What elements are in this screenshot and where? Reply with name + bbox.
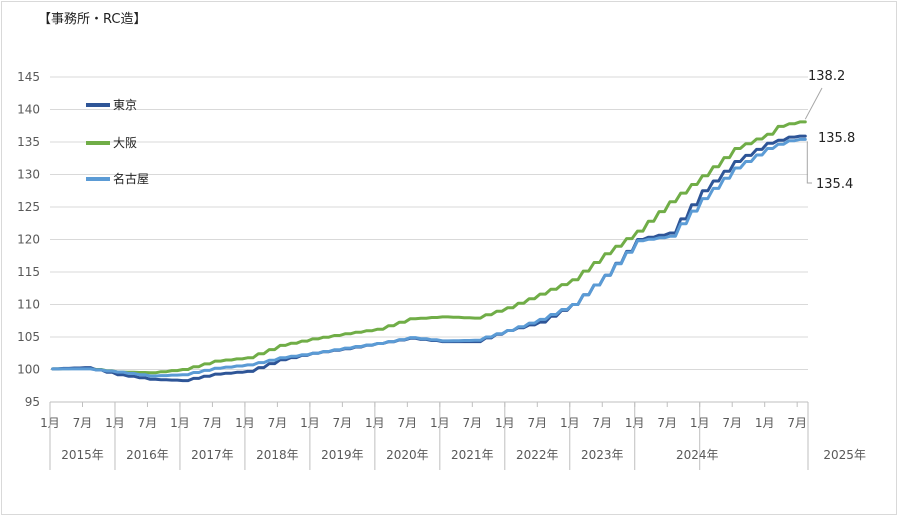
- series-line-tokyo: [51, 134, 807, 383]
- x-month-label: 7月: [462, 416, 482, 430]
- x-year-label: 2017年: [191, 448, 234, 462]
- x-month-label: 7月: [268, 416, 288, 430]
- y-axis: 95 100 105 110 115 120 125 130 135 140 145: [17, 70, 40, 409]
- x-month-label: 1月: [755, 416, 775, 430]
- y-tick-label: 115: [17, 265, 40, 279]
- y-tick-label: 110: [17, 298, 40, 312]
- x-year-label: 2018年: [256, 448, 299, 462]
- x-year-label: 2015年: [61, 448, 104, 462]
- x-year-label: 2024年: [676, 448, 719, 462]
- series-lines: [51, 120, 807, 383]
- x-year-label: 2022年: [516, 448, 559, 462]
- y-tick-label: 95: [25, 395, 40, 409]
- callout-tokyo: 135.8: [818, 131, 855, 146]
- legend-label: 名古屋: [113, 171, 149, 186]
- x-year-label: 2025年: [823, 448, 866, 462]
- x-month-label: 7月: [657, 416, 677, 430]
- legend-label: 大阪: [113, 136, 137, 150]
- x-year-label: 2019年: [321, 448, 364, 462]
- x-month-label: 7月: [73, 416, 93, 430]
- end-value-callouts: 138.2 135.8 135.4: [804, 69, 855, 192]
- y-tick-label: 135: [17, 135, 40, 149]
- chart-title: 【事務所・RC造】: [38, 12, 147, 27]
- legend-label: 東京: [113, 98, 137, 112]
- callout-nagoya: 135.4: [816, 177, 853, 192]
- callout-leader: [804, 87, 823, 120]
- x-year-label: 2021年: [451, 448, 494, 462]
- x-axis: 1月 7月 1月 7月 1月 7月 1月 7月 1月 7月 1月 7月 1月 7月 1月 7月 1月 7月 1月 7月…: [40, 402, 866, 470]
- y-tick-label: 120: [17, 233, 40, 247]
- series-line-osaka: [51, 120, 807, 375]
- y-tick-label: 125: [17, 200, 40, 214]
- x-month-label: 7月: [203, 416, 223, 430]
- callout-osaka: 138.2: [808, 69, 845, 84]
- y-tick-label: 105: [17, 330, 40, 344]
- x-year-label: 2020年: [386, 448, 429, 462]
- x-month-label: 7月: [527, 416, 547, 430]
- x-month-label: 7月: [333, 416, 353, 430]
- grid-lines: [50, 76, 808, 403]
- x-month-label: 7月: [722, 416, 742, 430]
- series-line-nagoya: [51, 137, 807, 378]
- y-tick-label: 140: [17, 103, 40, 117]
- x-year-label: 2016年: [126, 448, 169, 462]
- y-tick-label: 130: [17, 168, 40, 182]
- x-month-label: 7月: [787, 416, 807, 430]
- y-tick-label: 100: [17, 363, 40, 377]
- x-year-label: 2023年: [581, 448, 624, 462]
- x-month-label: 7月: [592, 416, 612, 430]
- callout-leader: [806, 141, 812, 184]
- y-tick-label: 145: [17, 70, 40, 84]
- x-month-label: 7月: [398, 416, 418, 430]
- x-month-label: 7月: [138, 416, 158, 430]
